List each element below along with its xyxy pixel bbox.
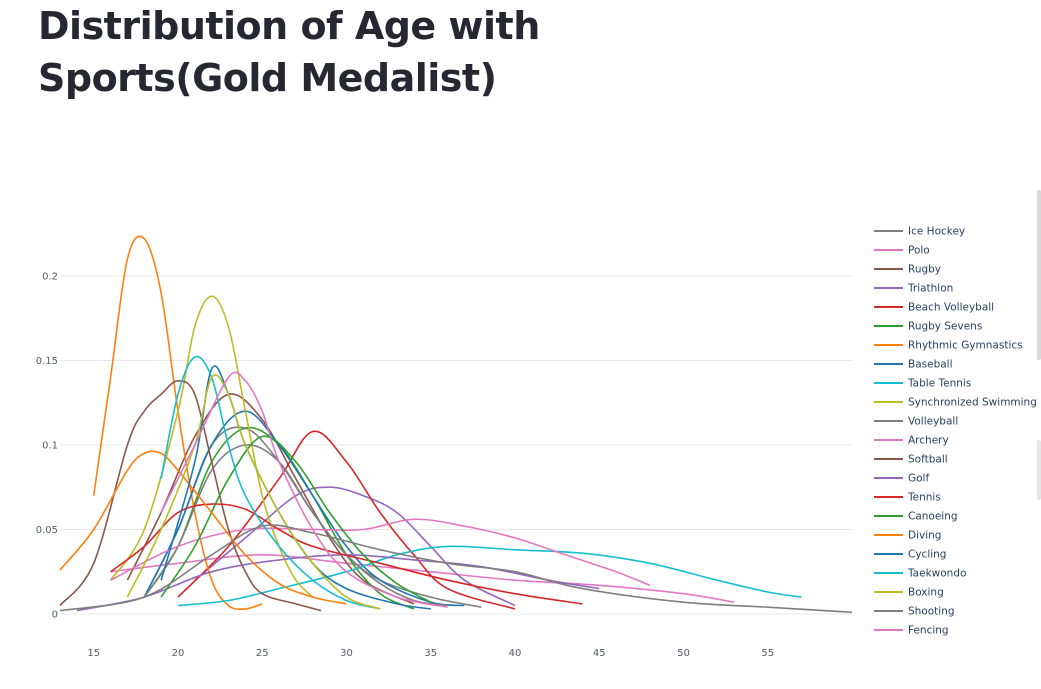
x-tick-label: 45 xyxy=(593,648,606,659)
series-line-taekwondo[interactable] xyxy=(160,355,381,610)
series-line-triathlon[interactable] xyxy=(194,486,516,607)
legend-item-rugby-sevens[interactable]: Rugby Sevens xyxy=(874,321,982,333)
legend-label: Table Tennis xyxy=(907,378,971,390)
legend-label: Synchronized Swimming xyxy=(908,397,1037,409)
legend-label: Taekwondo xyxy=(907,568,966,580)
series-line-beach-volleyball[interactable] xyxy=(177,430,516,610)
legend-label: Diving xyxy=(908,530,941,542)
legend-label: Rhythmic Gymnastics xyxy=(908,340,1023,352)
series-line-baseball[interactable] xyxy=(143,410,465,607)
legend-item-polo[interactable]: Polo xyxy=(874,245,930,257)
legend-label: Tennis xyxy=(907,492,941,504)
legend-item-rhythmic-gymnastics[interactable]: Rhythmic Gymnastics xyxy=(874,340,1023,352)
y-tick-label: 0.1 xyxy=(42,440,58,451)
legend-label: Golf xyxy=(908,473,929,485)
x-axis: 15 20 25 30 35 40 45 50 55 xyxy=(87,648,774,659)
series-line-boxing[interactable] xyxy=(126,374,381,610)
page-title: Distribution of Age with Sports(Gold Med… xyxy=(38,4,540,100)
x-tick-label: 20 xyxy=(172,648,185,659)
legend-item-golf[interactable]: Golf xyxy=(874,473,929,485)
legend-item-cycling[interactable]: Cycling xyxy=(874,549,946,561)
legend-label: Archery xyxy=(908,435,949,447)
series-line-softball[interactable] xyxy=(59,379,322,612)
legend-item-volleyball[interactable]: Volleyball xyxy=(874,416,958,428)
legend-item-beach-volleyball[interactable]: Beach Volleyball xyxy=(874,302,994,314)
series-line-canoeing[interactable] xyxy=(160,435,432,603)
legend-label: Baseball xyxy=(908,359,953,371)
legend-label: Shooting xyxy=(908,606,955,618)
chart-legend[interactable]: Ice Hockey Polo Rugby Triathlon Beach Volley… xyxy=(874,226,1037,637)
series-line-archery[interactable] xyxy=(110,518,651,587)
legend-item-archery[interactable]: Archery xyxy=(874,435,949,447)
chart-lines xyxy=(59,235,853,614)
x-tick-label: 55 xyxy=(761,648,774,659)
x-tick-label: 50 xyxy=(677,648,690,659)
legend-label: Fencing xyxy=(908,625,949,637)
series-line-rhythmic-gymnastics[interactable] xyxy=(92,235,263,611)
series-line-volleyball[interactable] xyxy=(143,444,448,607)
legend-item-taekwondo[interactable]: Taekwondo xyxy=(874,568,966,580)
legend-label: Polo xyxy=(908,245,930,257)
legend-scrollbar-track[interactable] xyxy=(1037,440,1041,500)
legend-item-ice-hockey[interactable]: Ice Hockey xyxy=(874,226,965,238)
legend-item-baseball[interactable]: Baseball xyxy=(874,359,953,371)
series-line-diving[interactable] xyxy=(59,450,347,605)
legend-label: Boxing xyxy=(908,587,944,599)
legend-item-tennis[interactable]: Tennis xyxy=(874,492,941,504)
legend-item-boxing[interactable]: Boxing xyxy=(874,587,944,599)
x-tick-label: 40 xyxy=(509,648,522,659)
legend-label: Rugby Sevens xyxy=(908,321,982,333)
legend-item-diving[interactable]: Diving xyxy=(874,530,941,542)
series-line-tennis[interactable] xyxy=(110,503,583,605)
series-line-rugby[interactable] xyxy=(126,393,415,605)
x-tick-label: 15 xyxy=(87,648,100,659)
legend-item-synchronized-swimming[interactable]: Synchronized Swimming xyxy=(874,397,1037,409)
y-axis: 0 0.05 0.1 0.15 0.2 xyxy=(36,271,58,620)
legend-item-fencing[interactable]: Fencing xyxy=(874,625,949,637)
y-tick-label: 0.05 xyxy=(36,525,58,536)
legend-item-canoeing[interactable]: Canoeing xyxy=(874,511,958,523)
legend-item-rugby[interactable]: Rugby xyxy=(874,264,941,276)
series-line-table-tennis[interactable] xyxy=(177,545,802,607)
legend-item-table-tennis[interactable]: Table Tennis xyxy=(874,378,971,390)
legend-label: Volleyball xyxy=(908,416,958,428)
series-line-fencing[interactable] xyxy=(160,371,448,608)
legend-item-shooting[interactable]: Shooting xyxy=(874,606,955,618)
y-tick-label: 0.2 xyxy=(42,271,58,282)
legend-scrollbar[interactable] xyxy=(1037,190,1041,360)
y-tick-label: 0.15 xyxy=(36,356,58,367)
y-tick-label: 0 xyxy=(52,610,58,621)
x-tick-label: 30 xyxy=(340,648,353,659)
legend-label: Softball xyxy=(908,454,948,466)
legend-label: Rugby xyxy=(908,264,941,276)
series-line-shooting[interactable] xyxy=(59,524,853,614)
legend-label: Ice Hockey xyxy=(908,226,965,238)
legend-label: Beach Volleyball xyxy=(908,302,994,314)
legend-item-softball[interactable]: Softball xyxy=(874,454,948,466)
legend-label: Cycling xyxy=(908,549,946,561)
legend-label: Canoeing xyxy=(908,511,958,523)
x-tick-label: 25 xyxy=(256,648,269,659)
x-tick-label: 35 xyxy=(424,648,437,659)
legend-item-triathlon[interactable]: Triathlon xyxy=(874,283,953,295)
legend-label: Triathlon xyxy=(907,283,953,295)
